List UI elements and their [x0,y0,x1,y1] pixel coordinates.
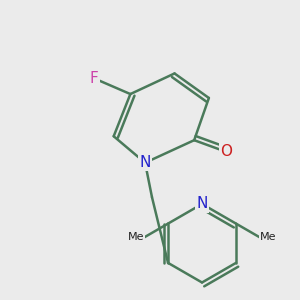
Text: Me: Me [128,232,144,242]
Text: N: N [196,196,208,211]
Text: F: F [90,71,98,86]
Text: O: O [220,145,232,160]
Text: Me: Me [260,232,276,242]
Text: N: N [140,155,151,170]
